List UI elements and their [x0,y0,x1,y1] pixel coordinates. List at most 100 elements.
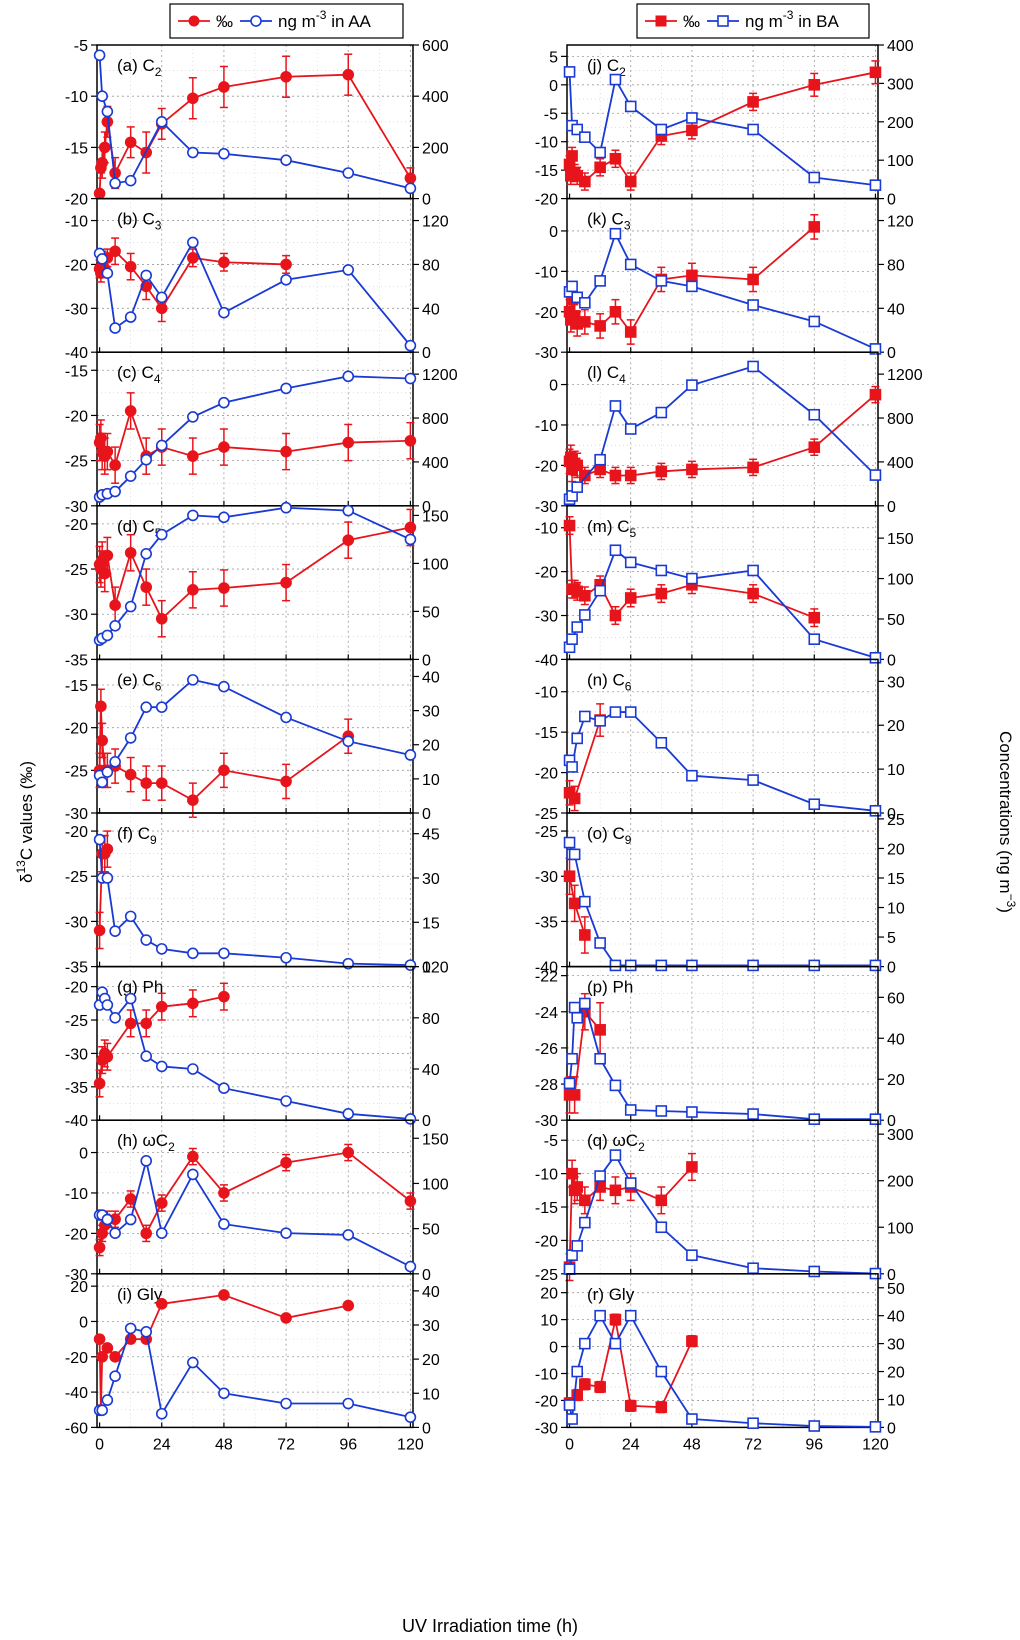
left-y-tick-label: -30 [535,499,558,516]
data-point [404,1195,417,1207]
x-tick-label: 0 [565,1436,574,1453]
data-point [140,1050,153,1062]
panel-n: -25 -20 -15 -10 0 10 20 30 (n) C6 [535,658,905,823]
data-point [686,124,698,137]
series-delta13c [563,857,591,954]
right-y-tick-label: 10 [887,1392,905,1409]
right-y-tick-label: 0 [887,960,896,977]
data-point [747,774,759,786]
data-point [155,943,168,955]
data-point [566,1052,578,1065]
left-y-tick-label: -15 [535,163,558,180]
panel-label: (a) C2 [117,56,162,79]
right-y-tick-label: 400 [422,89,449,106]
right-y-tick-label: 150 [887,531,914,548]
left-y-tick-label: 0 [79,1314,88,1331]
right-y-tick-label: 20 [422,1352,440,1369]
right-y-tick-label: 150 [422,508,449,525]
data-point [187,92,199,105]
data-point [155,116,168,128]
data-point [218,1187,230,1199]
data-point [96,90,108,102]
data-point [571,1240,583,1252]
data-point [566,633,578,645]
left-y-tick-label: -28 [535,1077,558,1094]
data-point [404,182,417,195]
legend-aa: ‰ ng m-3 in AA [169,3,404,39]
panel-label: (i) Gly [117,1285,163,1304]
data-point [280,576,292,589]
panel-label: (h) ωC2 [117,1131,175,1154]
panel-label: (p) Ph [587,978,633,997]
left-y-tick-label: -30 [65,914,88,931]
panel-frame [566,1273,879,1429]
data-point [101,105,114,118]
data-point [342,735,355,748]
left-y-tick-label: -10 [535,521,558,538]
right-y-tick-label: 0 [422,960,431,977]
series-concentration [563,66,882,191]
data-point [280,1156,292,1169]
data-point [594,1170,606,1182]
right-y-tick-label: 20 [887,718,905,735]
data-point [109,245,121,258]
right-y-tick-label: 100 [887,1220,914,1237]
series-concentration [93,1155,417,1273]
right-y-tick-label: 40 [422,301,440,318]
data-point [140,453,153,466]
data-point [218,441,230,453]
x-tick-label: 24 [622,1436,640,1453]
data-point [594,1309,606,1322]
right-y-tick-label: 40 [422,669,440,686]
left-y-tick-label: -26 [535,1041,558,1058]
panel-label: (r) Gly [587,1285,635,1304]
data-point [579,929,591,941]
right-y-tick-label: 80 [422,1011,440,1028]
panel-label: (k) C3 [587,210,631,233]
data-point [869,469,882,481]
data-point [109,1370,121,1382]
right-y-tick-label: 600 [422,38,449,55]
data-point [563,1399,576,1411]
left-y-tick-label: -22 [535,969,558,986]
data-point [93,924,106,937]
data-point [624,175,637,188]
right-y-tick-label: 40 [422,1284,440,1301]
left-y-tick-label: -20 [65,980,88,997]
left-y-tick-label: -30 [65,1046,88,1063]
data-point [579,1337,591,1350]
left-y-tick-label: 20 [540,1286,558,1303]
data-point [218,947,230,960]
data-point [747,1262,759,1275]
right-y-tick-label: 150 [422,1131,449,1148]
right-y-tick-label: 100 [422,1176,449,1193]
panel-label: (f) C9 [117,824,157,847]
legend-marker-delta [188,15,200,27]
legend-marker-conc [717,15,729,27]
data-point [101,1213,114,1226]
data-point [96,1404,108,1417]
series-concentration [563,360,882,506]
x-tick-label: 0 [95,1436,104,1453]
data-point [96,1350,108,1363]
data-point [101,549,114,562]
data-point [218,511,230,524]
data-point [571,621,583,633]
legend-label-delta: ‰ [216,12,233,31]
left-y-tick-label: 0 [549,78,558,95]
data-point [187,1150,199,1163]
data-point [624,592,637,604]
left-y-tick-label: -30 [65,499,88,516]
data-point [594,453,606,466]
right-y-tick-label: 40 [422,1062,440,1079]
data-point [579,589,591,602]
legend-marker-delta [655,15,667,27]
data-point [140,581,153,593]
panel-i: -60 -40 -20 0 20 0 10 20 30 40 0 24 48 72 96 120 (i) Gly [65,1273,440,1453]
series-line [568,1313,876,1428]
data-point [101,999,114,1011]
panel-a: -20 -15 -10 -5 0 200 400 600 (a) C2 [65,38,449,209]
panel-label: (n) C6 [587,670,632,693]
data-point [563,1263,576,1275]
left-y-tick-label: -35 [65,652,88,669]
